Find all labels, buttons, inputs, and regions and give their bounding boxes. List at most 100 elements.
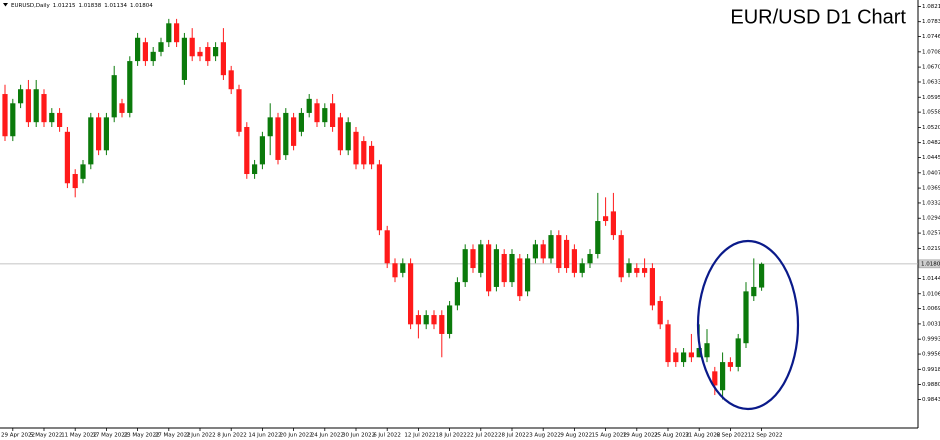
candle-body [88,117,94,165]
candle-body [384,230,390,264]
candle-body [41,94,47,123]
candle-body [587,253,593,264]
x-tick-label: 8 Jun 2022 [217,433,247,439]
header-high: 1.01838 [79,3,102,9]
x-tick-label: 12 Jul 2022 [404,433,435,439]
candle-body [244,126,250,175]
candle-body [564,239,570,269]
candle-body [291,117,297,146]
x-tick-label: 3 Aug 2022 [529,433,561,439]
y-tick-label: 1.05950 [922,95,940,101]
candle-body [579,263,585,273]
candle-body [392,263,398,278]
candle-body [49,112,55,123]
price-label-box [918,259,940,269]
candle-body [33,89,39,123]
candle-body [283,112,289,156]
candle-body [353,131,359,165]
candle-body [57,112,63,127]
candle-body [712,371,718,386]
candle-body [727,362,733,367]
candle-body [189,37,195,57]
x-tick-label: 22 Jul 2022 [467,433,498,439]
y-tick-label: 1.04450 [922,155,940,161]
y-tick-label: 1.08210 [922,4,940,10]
candle-body [181,37,187,80]
candle-body [96,117,102,151]
candle-body [18,89,24,104]
x-tick-label: 20 Jun 2022 [280,433,313,439]
x-tick-label: 31 Aug 2022 [685,433,720,439]
candle-body [322,108,328,123]
y-tick-label: 1.06330 [922,79,940,85]
candle-body [478,244,484,273]
x-tick-label: 6 Jul 2022 [373,433,401,439]
y-tick-label: 1.02190 [922,246,940,252]
candle-body [486,244,492,292]
candle-body [665,324,671,363]
candle-body [493,249,499,287]
chart-title: EUR/USD D1 Chart [730,6,906,28]
candle-body [525,258,531,292]
candle-body [517,258,523,297]
candle-body [306,98,312,113]
candle-body [142,42,148,62]
y-tick-label: 1.03320 [922,200,940,206]
candle-body [470,249,476,269]
x-tick-label: 19 Aug 2022 [623,433,658,439]
header-symbol: EURUSD,Daily [11,3,50,9]
candle-body [548,235,554,259]
candle-body [103,117,109,151]
candle-body [228,70,234,90]
x-tick-label: 17 May 2022 [92,433,128,439]
candle-body [205,47,211,62]
x-tick-label: 27 May 2022 [155,433,191,439]
x-tick-label: 28 Jul 2022 [498,433,529,439]
candle-body [314,103,320,123]
candle-body [720,362,726,391]
candle-body [540,244,546,259]
y-tick-label: 1.04820 [922,140,940,146]
chart-header: EURUSD,Daily 1.01215 1.01838 1.01134 1.01804 [11,3,153,9]
candle-body [743,291,749,344]
price-label: 1.01804 [921,261,940,267]
candle-body [174,23,180,43]
candle-body [197,51,203,57]
candle-body [501,253,507,283]
y-tick-label: 1.01060 [922,291,940,297]
y-tick-label: 1.02940 [922,216,940,222]
candle-body [376,164,382,231]
candle-body [447,305,453,334]
x-tick-label: 24 Jun 2022 [311,433,344,439]
candle-body [64,131,70,184]
candle-body [556,235,562,269]
candle-body [431,315,437,325]
candle-body [751,286,757,297]
candle-body [735,338,741,367]
candle-body [252,164,258,175]
candle-body [759,263,765,288]
candle-body [236,89,242,132]
plot-area: 1.08210 1.07830 1.07460 1.07080 1.06700 1.063… [0,4,940,439]
candle-body [127,61,133,113]
x-tick-label: 9 Aug 2022 [560,433,592,439]
candle-body [462,249,468,283]
candle-body [681,352,687,363]
candle-body [119,103,125,113]
candle-body [220,42,226,76]
candle-body [595,221,601,254]
x-tick-label: 23 May 2022 [124,433,160,439]
x-tick-label: 12 Sep 2022 [748,433,783,439]
y-tick-label: 1.04070 [922,170,940,176]
x-tick-label: 15 Aug 2022 [592,433,627,439]
candle-body [649,268,655,306]
candle-body [25,89,31,123]
candle-body [673,352,679,363]
candle-body [415,315,421,325]
candle-body [634,268,640,273]
